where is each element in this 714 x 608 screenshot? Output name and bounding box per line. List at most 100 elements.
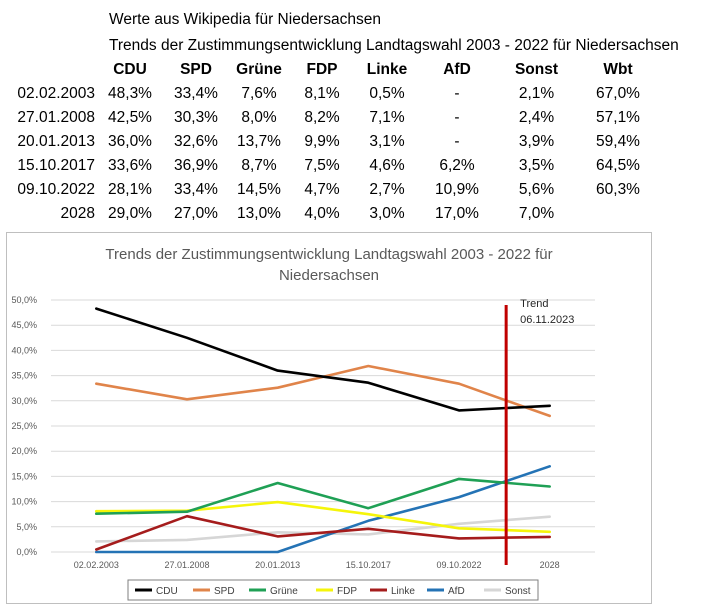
table-header-cell: Wbt — [603, 61, 633, 78]
table-value-cell: 28,1% — [108, 181, 152, 198]
y-tick-label: 35,0% — [11, 371, 37, 381]
line-chart: Trends der Zustimmungsentwicklung Landta… — [6, 232, 652, 604]
x-tick-label: 02.02.2003 — [74, 560, 119, 570]
table-value-cell: 27,0% — [174, 205, 218, 222]
values-table: CDU SPD Grüne FDP Linke AfD Sonst Wbt 02… — [0, 58, 656, 226]
table-value-cell: 0,5% — [369, 85, 405, 102]
table-value-cell: 17,0% — [435, 205, 479, 222]
table-value-cell: 36,9% — [174, 157, 218, 174]
table-header-cell: Grüne — [236, 61, 282, 78]
y-tick-label: 50,0% — [11, 295, 37, 305]
table-value-cell: 59,4% — [596, 133, 640, 150]
table-row: 15.10.2017 33,6% 36,9% 8,7% 7,5% 4,6% 6,2% 3,5%… — [0, 154, 656, 178]
trend-marker-label: Trend — [520, 298, 548, 310]
legend-label: FDP — [337, 586, 357, 597]
header-title-line: Trends der Zustimmungsentwicklung Landta… — [109, 37, 679, 54]
table-value-cell: - — [454, 85, 460, 102]
table-value-cell: 32,6% — [174, 133, 218, 150]
y-tick-label: 20,0% — [11, 446, 37, 456]
table-date-cell: 20.01.2013 — [17, 133, 95, 150]
table-value-cell: 29,0% — [108, 205, 152, 222]
x-tick-label: 15.10.2017 — [346, 560, 391, 570]
table-value-cell: 36,0% — [108, 133, 152, 150]
table-value-cell: 4,0% — [304, 205, 340, 222]
y-tick-label: 40,0% — [11, 345, 37, 355]
table-value-cell: 3,9% — [518, 133, 555, 150]
x-tick-label: 09.10.2022 — [436, 560, 481, 570]
legend-label: Linke — [391, 586, 415, 597]
table-value-cell: 33,4% — [174, 181, 218, 198]
table-header-cell: Sonst — [514, 61, 559, 78]
chart-title: Niedersachsen — [279, 267, 379, 284]
legend-label: Grüne — [270, 586, 298, 597]
table-date-cell: 02.02.2003 — [17, 85, 95, 102]
table-row: 27.01.2008 42,5% 30,3% 8,0% 8,2% 7,1% - 2,4% 57,… — [0, 106, 656, 130]
table-row: 20.01.2013 36,0% 32,6% 13,7% 9,9% 3,1% - 3,9% 59… — [0, 130, 656, 154]
table-header-cell — [0, 58, 95, 82]
table-value-cell: 33,6% — [108, 157, 152, 174]
y-tick-label: 45,0% — [11, 320, 37, 330]
table-value-cell: 4,7% — [304, 181, 340, 198]
table-value-cell: 13,7% — [237, 133, 281, 150]
table-value-cell: - — [454, 133, 460, 150]
table-value-cell: 8,0% — [241, 109, 277, 126]
table-value-cell: 60,3% — [596, 181, 640, 198]
chart-title: Trends der Zustimmungsentwicklung Landta… — [105, 246, 552, 263]
table-value-cell: 7,6% — [241, 85, 277, 102]
table-value-cell: 3,0% — [369, 205, 405, 222]
table-value-cell: 30,3% — [174, 109, 218, 126]
table-header-cell: CDU — [113, 61, 147, 78]
y-tick-label: 15,0% — [11, 471, 37, 481]
table-value-cell: - — [454, 109, 460, 126]
y-tick-label: 10,0% — [11, 497, 37, 507]
table-value-cell: 48,3% — [108, 85, 152, 102]
table-value-cell: 2,1% — [518, 85, 555, 102]
table-header-cell: Linke — [366, 61, 408, 78]
series-line-grüne — [95, 477, 552, 516]
table-row: 09.10.2022 28,1% 33,4% 14,5% 4,7% 2,7% 10,9% 5,… — [0, 178, 656, 202]
table-value-cell: 42,5% — [108, 109, 152, 126]
table-value-cell: 57,1% — [596, 109, 640, 126]
table-date-cell: 2028 — [60, 205, 95, 222]
table-value-cell: 3,1% — [369, 133, 405, 150]
table-value-cell: 13,0% — [237, 205, 281, 222]
table-value-cell: 33,4% — [174, 85, 218, 102]
table-value-cell: 4,6% — [369, 157, 405, 174]
x-tick-label: 20.01.2013 — [255, 560, 300, 570]
table-value-cell: 10,9% — [435, 181, 479, 198]
legend-label: Sonst — [505, 586, 531, 597]
legend-label: CDU — [156, 586, 178, 597]
legend-label: AfD — [448, 586, 465, 597]
table-header-cell: FDP — [306, 61, 338, 78]
table-row: 2028 29,0% 27,0% 13,0% 4,0% 3,0% 17,0% 7,0% — [0, 202, 656, 226]
table-value-cell: 5,6% — [518, 181, 555, 198]
y-tick-label: 25,0% — [11, 421, 37, 431]
table-date-cell: 09.10.2022 — [17, 181, 95, 198]
table-header-row: CDU SPD Grüne FDP Linke AfD Sonst Wbt — [0, 58, 656, 82]
table-header-cell: SPD — [180, 61, 212, 78]
table-header-cell: AfD — [443, 61, 471, 78]
table-value-cell: 6,2% — [439, 157, 475, 174]
table-value-cell: 2,7% — [369, 181, 405, 198]
table-row: 02.02.2003 48,3% 33,4% 7,6% 8,1% 0,5% - 2,1% 67,… — [0, 82, 656, 106]
table-value-cell: 9,9% — [304, 133, 340, 150]
x-tick-label: 2028 — [540, 560, 560, 570]
legend-label: SPD — [214, 586, 235, 597]
table-value-cell: 7,5% — [304, 157, 340, 174]
table-value-cell: 14,5% — [237, 181, 281, 198]
table-value-cell: 7,1% — [369, 109, 405, 126]
x-tick-label: 27.01.2008 — [164, 560, 209, 570]
table-value-cell — [580, 202, 656, 226]
table-value-cell: 64,5% — [596, 157, 640, 174]
table-date-cell: 15.10.2017 — [17, 157, 95, 174]
series-line-cdu — [95, 307, 552, 412]
chart-svg: Trends der Zustimmungsentwicklung Landta… — [11, 246, 595, 601]
table-value-cell: 3,5% — [518, 157, 555, 174]
header-source-line: Werte aus Wikipedia für Niedersachsen — [109, 11, 381, 28]
series-line-linke — [95, 514, 552, 551]
table-value-cell: 7,0% — [518, 205, 555, 222]
table-date-cell: 27.01.2008 — [17, 109, 95, 126]
table-value-cell: 8,1% — [304, 85, 340, 102]
trend-marker-label: 06.11.2023 — [520, 314, 574, 326]
table-value-cell: 8,2% — [304, 109, 340, 126]
